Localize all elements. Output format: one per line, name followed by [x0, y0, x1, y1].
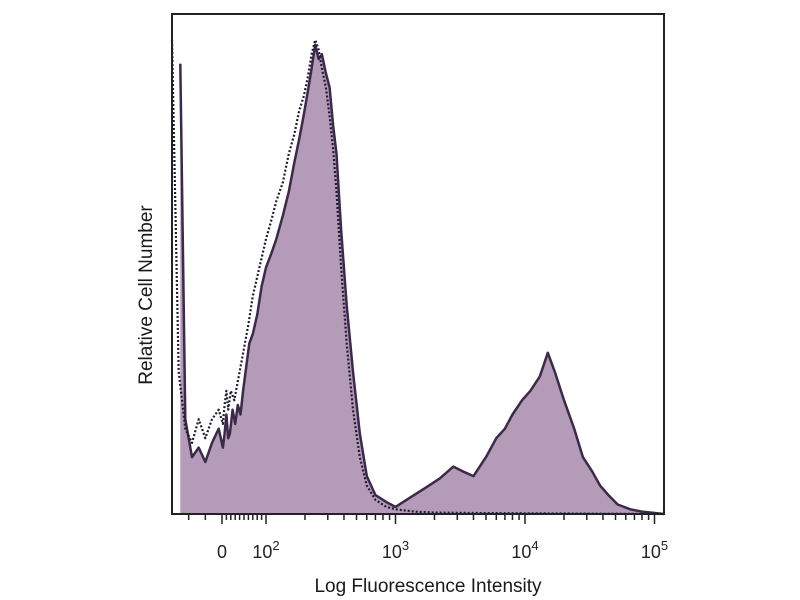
- y-axis-title: Relative Cell Number: [136, 205, 157, 385]
- x-tick-label: 104: [511, 538, 538, 562]
- plot-frame: [171, 13, 665, 515]
- x-axis-ticks: [187, 514, 656, 524]
- x-tick-label: 105: [641, 538, 668, 562]
- series-0-filled-histogram: [180, 44, 665, 514]
- x-tick-label: 102: [252, 538, 279, 562]
- x-axis-tick-labels: 0 102 103 104 105: [217, 538, 668, 562]
- x-axis-title: Log Fluorescence Intensity: [314, 576, 542, 597]
- plot-area: [170, 38, 665, 516]
- x-tick-label: 103: [382, 538, 409, 562]
- series-0-outline: [179, 43, 665, 516]
- x-tick-label: 0: [217, 542, 227, 562]
